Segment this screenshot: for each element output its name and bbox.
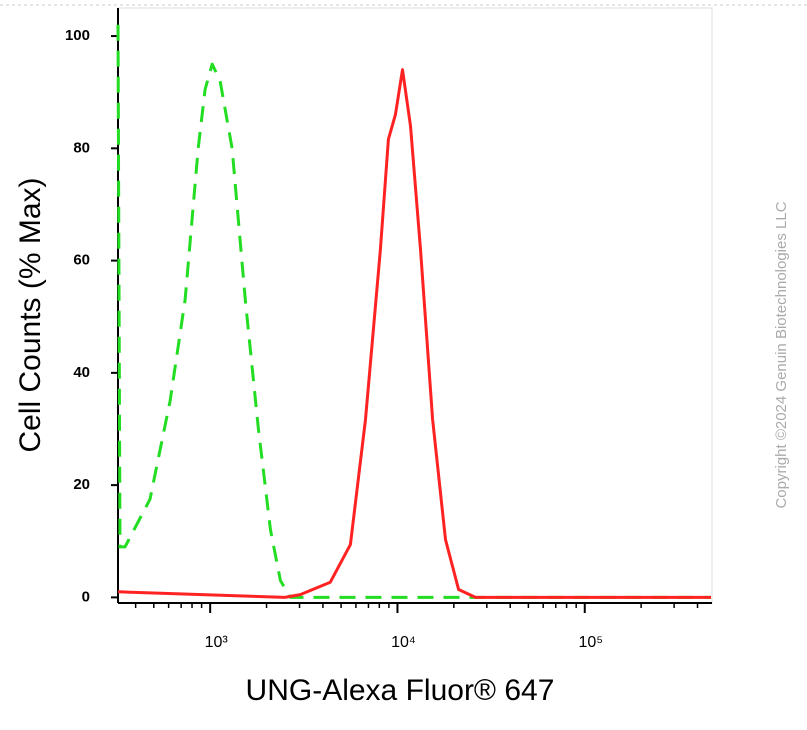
copyright: Copyright ©2024 Genuin Biotechnologies L… — [773, 201, 790, 508]
series-line — [116, 24, 711, 599]
y-tick-label: 100 — [65, 27, 90, 44]
y-tick-label: 20 — [73, 476, 90, 493]
x-tick-label: 10⁴ — [391, 634, 416, 651]
y-tick-label: 40 — [73, 364, 90, 381]
y-axis-title: Cell Counts (% Max) — [14, 177, 47, 452]
plot-frame — [117, 7, 713, 604]
series-line — [117, 68, 711, 599]
y-tick-label: 0 — [82, 588, 90, 605]
y-tick-label: 60 — [73, 252, 90, 269]
y-tick-label: 80 — [73, 139, 90, 156]
x-tick-label: 10⁵ — [579, 634, 603, 651]
x-tick-label: 10³ — [205, 634, 229, 651]
x-axis-title: UNG-Alexa Fluor® 647 — [246, 674, 555, 707]
